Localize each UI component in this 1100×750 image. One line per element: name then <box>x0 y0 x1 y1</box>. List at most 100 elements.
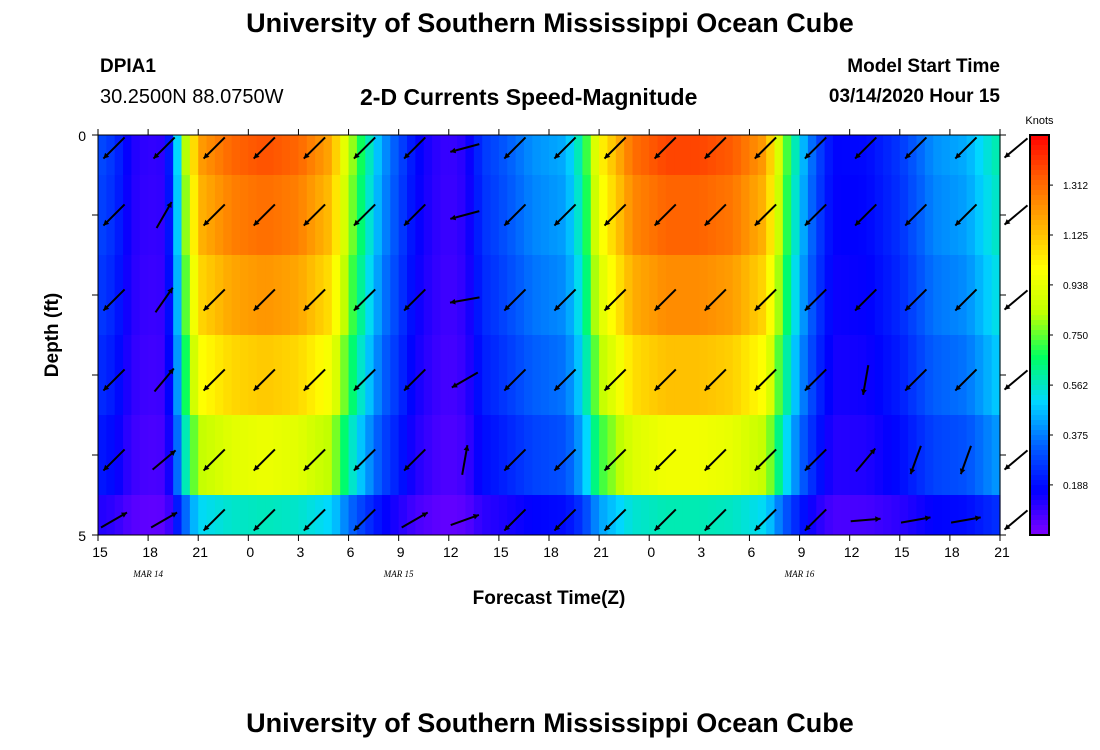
heatmap-cell <box>532 135 542 175</box>
current-vector-arrowhead <box>959 468 966 475</box>
heatmap-cell <box>974 495 984 535</box>
heatmap-cell <box>824 335 834 415</box>
heatmap-cell <box>549 175 558 255</box>
heatmap-cell <box>298 495 308 535</box>
colorbar-segment <box>1030 155 1049 161</box>
current-vector-arrowhead <box>804 524 811 531</box>
heatmap-cell <box>156 495 166 535</box>
current-vector-arrowhead <box>203 384 210 391</box>
heatmap-cell <box>774 255 784 335</box>
colorbar-segment <box>1030 495 1049 501</box>
heatmap-cell <box>682 255 692 335</box>
heatmap-cell <box>448 335 458 415</box>
heatmap-cell <box>256 495 266 535</box>
heatmap-cell <box>607 335 617 415</box>
heatmap-cell <box>590 335 600 415</box>
current-vector-arrowhead <box>404 464 410 471</box>
colorbar-segment <box>1030 210 1049 216</box>
current-vector-arrowhead <box>1004 304 1011 310</box>
heatmap-cell <box>949 415 959 495</box>
heatmap-cell <box>649 495 659 535</box>
heatmap-cell <box>98 135 107 175</box>
heatmap-cell <box>281 335 291 415</box>
heatmap-cell <box>398 415 408 495</box>
heatmap-cell <box>164 175 174 255</box>
heatmap-cell <box>181 495 191 535</box>
current-vector-arrowhead <box>450 147 457 154</box>
current-vector-arrowhead <box>704 219 711 226</box>
current-vector-arrowhead <box>1004 384 1011 390</box>
heatmap-cell <box>473 255 483 335</box>
heatmap-cell <box>682 335 692 415</box>
current-vector-arrowhead <box>504 152 510 159</box>
heatmap-cell <box>290 135 300 175</box>
heatmap-cell <box>699 415 709 495</box>
colorbar-tick-label: 0.375 <box>1063 431 1088 442</box>
heatmap-cell <box>883 415 893 495</box>
x-tick-label: 9 <box>397 544 405 560</box>
heatmap-cell <box>549 335 558 415</box>
heatmap-cell <box>523 495 533 535</box>
heatmap-cell <box>98 415 107 495</box>
colorbar-segment <box>1030 380 1049 386</box>
heatmap-cell <box>189 135 199 175</box>
heatmap-cell <box>991 135 1001 175</box>
heatmap-cell <box>624 135 634 175</box>
heatmap-cell <box>173 175 183 255</box>
colorbar-segment <box>1030 230 1049 236</box>
heatmap-cell <box>164 255 174 335</box>
heatmap-cell <box>791 415 801 495</box>
heatmap-cell <box>599 335 609 415</box>
heatmap-cell <box>682 495 692 535</box>
heatmap-cell <box>682 415 692 495</box>
heatmap-cell <box>991 255 1001 335</box>
heatmap-cell <box>782 135 792 175</box>
colorbar-segment <box>1030 305 1049 311</box>
current-vector-arrowhead <box>303 304 310 311</box>
heatmap-cell <box>682 135 692 175</box>
heatmap-cell <box>473 175 483 255</box>
heatmap-cell <box>432 175 442 255</box>
heatmap-cell <box>432 335 442 415</box>
heatmap-cell <box>549 415 558 495</box>
station-coordinates: 30.2500N 88.0750W <box>100 86 284 108</box>
heatmap-cell <box>398 135 408 175</box>
heatmap-cell <box>858 135 867 175</box>
heatmap-cell <box>607 495 617 535</box>
heatmap-cell <box>624 415 634 495</box>
current-vector-arrowhead <box>955 219 961 226</box>
heatmap-cell <box>498 255 508 335</box>
heatmap-cell <box>757 175 767 255</box>
heatmap-cell <box>657 255 667 335</box>
heatmap-cell <box>741 335 751 415</box>
heatmap-cell <box>290 335 300 415</box>
current-vector-arrowhead <box>604 304 611 311</box>
heatmap-cell <box>883 175 893 255</box>
current-vector-arrowhead <box>404 304 410 311</box>
heatmap-cell <box>290 495 300 535</box>
heatmap-cell <box>390 175 400 255</box>
heatmap-cell <box>883 335 893 415</box>
heatmap-cell <box>732 415 742 495</box>
x-tick-label: 0 <box>647 544 655 560</box>
heatmap-cell <box>465 415 475 495</box>
current-vector-arrowhead <box>169 450 176 456</box>
x-tick-label: 12 <box>844 544 860 560</box>
colorbar-segment <box>1030 390 1049 396</box>
colorbar-segment <box>1030 470 1049 476</box>
colorbar-tick-label: 0.938 <box>1063 281 1088 292</box>
colorbar-segment <box>1030 275 1049 281</box>
heatmap-cell <box>114 135 124 175</box>
heatmap-cell <box>657 495 667 535</box>
current-vector-arrowhead <box>654 152 661 159</box>
heatmap-cell <box>189 415 199 495</box>
current-vector-arrowhead <box>804 304 811 311</box>
heatmap-cell <box>315 175 325 255</box>
current-vector-arrowhead <box>975 515 981 522</box>
heatmap-cell <box>791 175 801 255</box>
heatmap-cell <box>832 175 842 255</box>
heatmap-cell <box>874 415 884 495</box>
date-label: MAR 16 <box>784 569 815 579</box>
heatmap-cell <box>448 255 458 335</box>
heatmap-cell <box>782 335 792 415</box>
